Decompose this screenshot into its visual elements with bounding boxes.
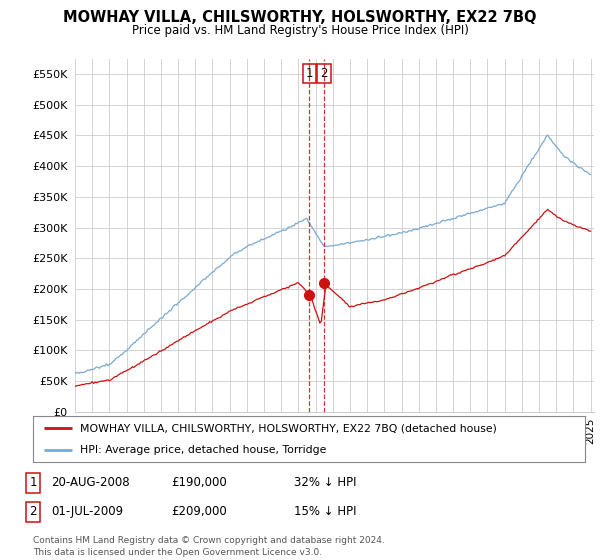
Text: £190,000: £190,000 — [171, 476, 227, 489]
Text: Price paid vs. HM Land Registry's House Price Index (HPI): Price paid vs. HM Land Registry's House … — [131, 24, 469, 36]
Text: MOWHAY VILLA, CHILSWORTHY, HOLSWORTHY, EX22 7BQ: MOWHAY VILLA, CHILSWORTHY, HOLSWORTHY, E… — [63, 10, 537, 25]
Text: 1: 1 — [305, 67, 313, 80]
Text: 2: 2 — [320, 67, 328, 80]
Text: 32% ↓ HPI: 32% ↓ HPI — [294, 476, 356, 489]
Text: MOWHAY VILLA, CHILSWORTHY, HOLSWORTHY, EX22 7BQ (detached house): MOWHAY VILLA, CHILSWORTHY, HOLSWORTHY, E… — [80, 423, 497, 433]
Text: 01-JUL-2009: 01-JUL-2009 — [51, 505, 123, 519]
Text: 15% ↓ HPI: 15% ↓ HPI — [294, 505, 356, 519]
Text: Contains HM Land Registry data © Crown copyright and database right 2024.
This d: Contains HM Land Registry data © Crown c… — [33, 536, 385, 557]
Text: 2: 2 — [29, 505, 37, 519]
Text: £209,000: £209,000 — [171, 505, 227, 519]
Text: 1: 1 — [29, 476, 37, 489]
Text: 20-AUG-2008: 20-AUG-2008 — [51, 476, 130, 489]
Text: HPI: Average price, detached house, Torridge: HPI: Average price, detached house, Torr… — [80, 445, 326, 455]
